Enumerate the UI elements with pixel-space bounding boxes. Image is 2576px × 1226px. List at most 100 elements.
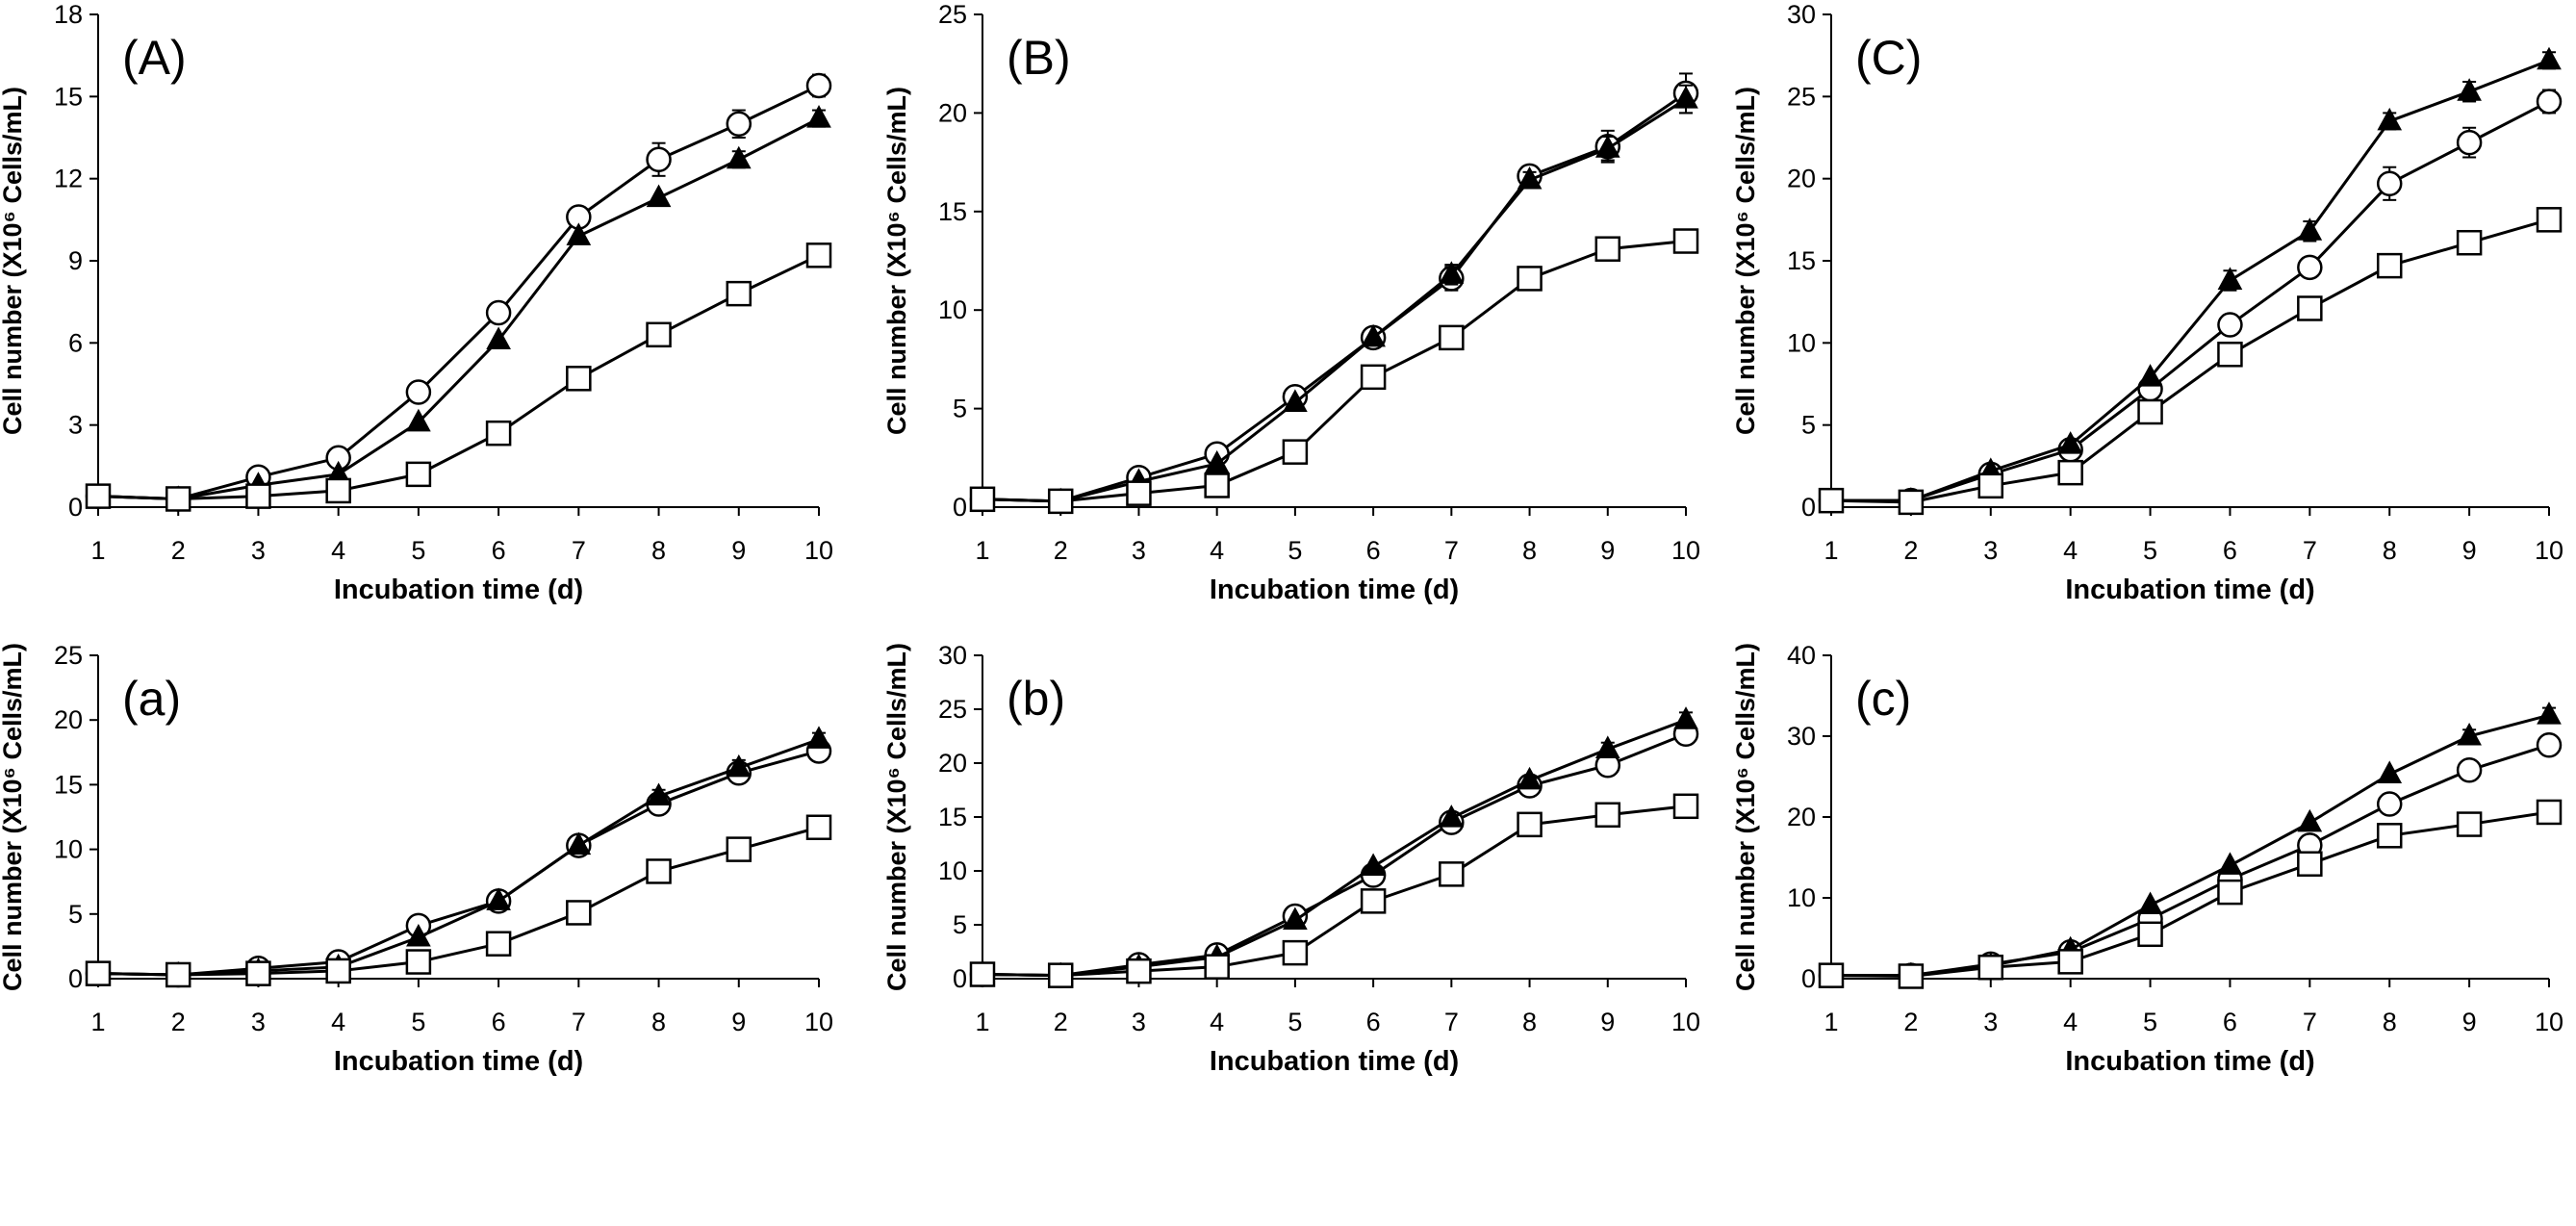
- data-point-square: [805, 814, 832, 841]
- data-point-square: [1047, 488, 1074, 515]
- y-tick-label: 15: [54, 770, 83, 799]
- y-axis-label: Cell number (X10⁶ Cells/mL): [0, 87, 27, 435]
- data-point-triangle: [1361, 853, 1386, 877]
- x-tick-label: 9: [1600, 536, 1615, 565]
- y-tick-label: 25: [938, 695, 967, 724]
- x-tick-label: 5: [1288, 1008, 1302, 1036]
- triangle-series: [1819, 46, 2562, 510]
- y-tick-label: 5: [953, 910, 967, 939]
- y-tick-label: 15: [938, 197, 967, 226]
- x-tick-label: 10: [1671, 1008, 1700, 1036]
- x-tick-label: 7: [1444, 1008, 1459, 1036]
- x-tick-label: 8: [651, 536, 666, 565]
- data-point-triangle: [566, 222, 592, 245]
- circle-series: [1818, 731, 2563, 988]
- y-tick-label: 40: [1787, 641, 1816, 670]
- data-point-circle: [805, 72, 832, 99]
- y-axis-label: Cell number (X10⁶ Cells/mL): [1731, 87, 1760, 435]
- data-point-triangle: [1439, 805, 1465, 828]
- data-point-circle: [2536, 89, 2563, 115]
- data-point-triangle: [1283, 389, 1308, 412]
- x-tick-label: 8: [1522, 1008, 1537, 1036]
- data-point-triangle: [1517, 766, 1543, 790]
- data-point-triangle: [2057, 431, 2083, 454]
- data-point-square: [1818, 487, 1845, 514]
- data-point-square: [2376, 252, 2403, 279]
- data-point-square: [485, 931, 512, 957]
- data-point-triangle: [406, 408, 431, 432]
- data-point-square: [1818, 962, 1845, 988]
- data-point-triangle: [486, 326, 511, 349]
- data-point-triangle: [646, 782, 672, 805]
- circle-series: [1818, 89, 2563, 514]
- x-tick-label: 6: [1366, 1008, 1381, 1036]
- y-tick-label: 10: [1787, 883, 1816, 912]
- data-point-square: [1126, 480, 1152, 506]
- series-line: [1831, 100, 2550, 502]
- data-point-triangle: [2537, 46, 2562, 70]
- series-line: [97, 116, 820, 500]
- x-tick-label: 7: [572, 1008, 586, 1036]
- series-line: [982, 732, 1687, 978]
- x-tick-label: 7: [2303, 1008, 2317, 1036]
- panel-label: (C): [1855, 31, 1922, 85]
- data-point-square: [2536, 799, 2563, 826]
- x-tick-label: 10: [2535, 536, 2563, 565]
- x-tick-label: 4: [1210, 536, 1224, 565]
- data-point-square: [2137, 921, 2163, 948]
- data-point-triangle: [1283, 907, 1308, 931]
- x-tick-label: 9: [731, 536, 746, 565]
- x-tick-label: 9: [2462, 536, 2477, 565]
- data-point-square: [1047, 962, 1074, 988]
- data-point-square: [1977, 473, 2004, 499]
- data-point-square: [325, 477, 351, 504]
- y-tick-label: 15: [54, 82, 83, 111]
- square-series: [1818, 799, 2563, 989]
- data-point-triangle: [1594, 135, 1620, 158]
- data-point-square: [646, 858, 672, 884]
- data-point-triangle: [2217, 852, 2243, 875]
- y-tick-label: 20: [1787, 165, 1816, 193]
- data-point-circle: [2456, 757, 2483, 783]
- data-point-triangle: [1673, 706, 1698, 729]
- data-point-triangle: [1517, 166, 1543, 190]
- data-point-square: [1282, 939, 1309, 966]
- x-tick-label: 1: [975, 1008, 989, 1036]
- data-point-square: [2217, 342, 2243, 368]
- y-tick-label: 10: [938, 856, 967, 885]
- data-point-square: [1517, 811, 1543, 838]
- circle-series: [85, 72, 832, 512]
- x-axis-label: Incubation time (d): [2065, 575, 2314, 605]
- series-line: [982, 718, 1687, 978]
- y-axis-label: Cell number (X10⁶ Cells/mL): [1731, 643, 1760, 991]
- square-series: [969, 228, 1699, 515]
- data-point-circle: [2536, 731, 2563, 758]
- series-line: [97, 84, 820, 500]
- triangle-series: [970, 706, 1698, 985]
- series-line: [1831, 743, 2550, 978]
- x-tick-label: 10: [2535, 1008, 2563, 1036]
- y-tick-label: 9: [68, 246, 83, 275]
- x-tick-label: 10: [1671, 536, 1700, 565]
- x-axis-label: Incubation time (d): [1210, 1046, 1459, 1077]
- data-point-circle: [726, 111, 752, 138]
- x-tick-label: 4: [331, 536, 345, 565]
- panel-label: (b): [1007, 672, 1065, 726]
- data-point-square: [566, 900, 592, 926]
- y-tick-label: 10: [938, 295, 967, 324]
- data-point-triangle: [2537, 702, 2562, 725]
- data-point-square: [1594, 802, 1621, 829]
- y-tick-label: 20: [1787, 803, 1816, 831]
- chart-panel: 0 5 10 15 20 25 1 2 3 4 5 6 7 8 9 10 Incubation time (d)…: [882, 0, 1700, 605]
- data-point-square: [85, 960, 112, 986]
- circle-series: [969, 721, 1699, 988]
- x-axis-label: Incubation time (d): [334, 1046, 583, 1077]
- panel-label: (c): [1855, 672, 1911, 726]
- x-tick-label: 5: [411, 1008, 425, 1036]
- data-point-circle: [2456, 129, 2483, 156]
- x-tick-label: 6: [2223, 1008, 2237, 1036]
- series-line: [982, 240, 1687, 503]
- data-point-square: [1204, 473, 1230, 498]
